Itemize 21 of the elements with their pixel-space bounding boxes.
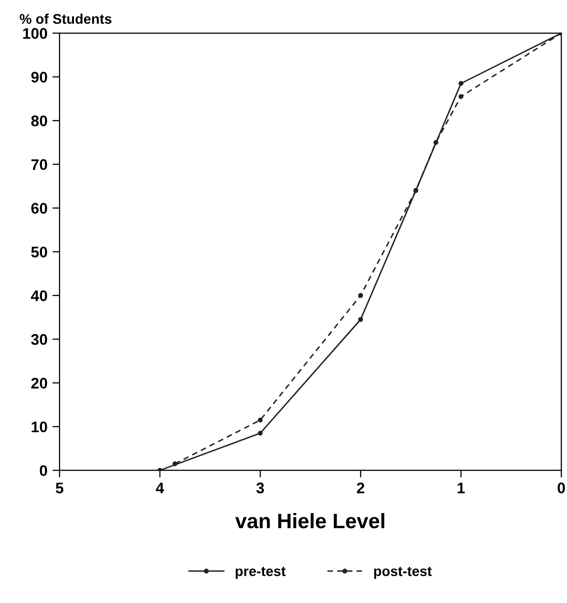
x-tick-label: 0 (558, 482, 565, 494)
y-tick-label: 0 (40, 465, 48, 476)
x-tick-label: 3 (256, 482, 264, 494)
y-tick-label: 90 (31, 72, 48, 83)
legend-label: post-test (374, 566, 432, 579)
x-axis-title: van Hiele Level (235, 513, 384, 528)
y-tick-label: 70 (31, 159, 48, 170)
y-tick-label: 100 (23, 28, 48, 39)
x-tick-label: 2 (356, 482, 364, 494)
legend-label: pre-test (236, 566, 286, 579)
y-tick-label: 30 (31, 334, 48, 345)
x-tick-label: 1 (458, 482, 465, 494)
x-tick-label: 4 (156, 482, 164, 494)
y-tick-label: 80 (31, 115, 48, 126)
y-tick-label: 20 (31, 378, 48, 389)
y-tick-label: 50 (31, 246, 48, 258)
x-tick-label: 5 (56, 482, 64, 494)
y-tick-label: 10 (32, 421, 48, 432)
y-tick-label: 40 (30, 290, 48, 302)
y-axis-title: % of Students (20, 14, 112, 24)
y-tick-label: 60 (31, 202, 48, 214)
